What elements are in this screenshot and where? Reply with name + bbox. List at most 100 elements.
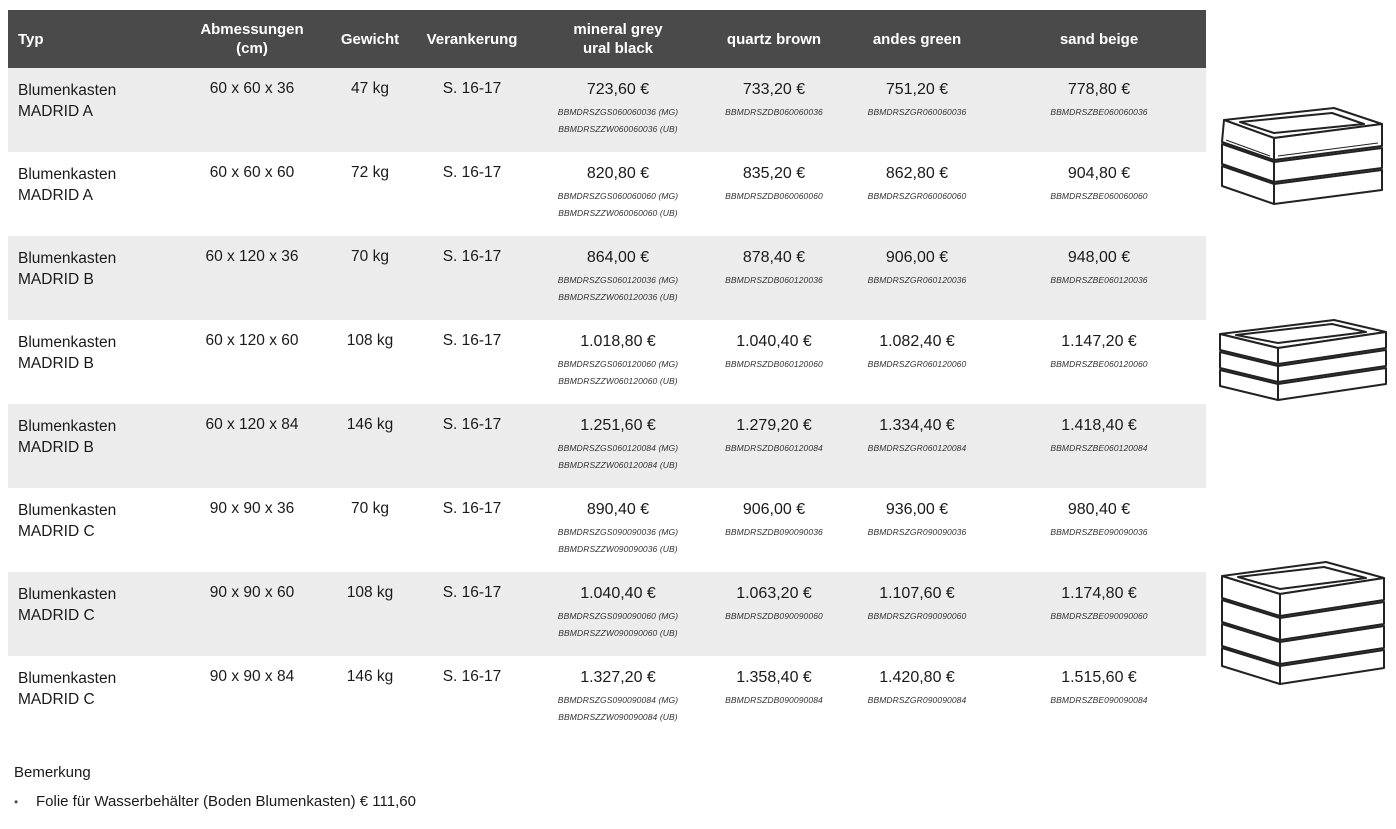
price-quartz-brown: 878,40 € <box>742 249 806 266</box>
price-sand-beige: 1.515,60 € <box>1061 669 1137 686</box>
cell-mineral-grey: 1.251,60 € BBMDRSZGS060120084 (MG) BBMDRSZ… <box>530 404 706 488</box>
price-andes-green: 862,80 € <box>885 165 949 182</box>
code-mineral-grey: BBMDRSZGS060120036 (MG) <box>557 275 679 285</box>
table-row: Blumenkasten MADRID B 60 x 120 x 36 70 kg S.… <box>8 236 1206 320</box>
product-illustrations <box>1214 100 1394 700</box>
cell-dimensions: 60 x 60 x 36 <box>178 68 326 152</box>
bullet-icon: • <box>14 794 19 809</box>
type-model: MADRID C <box>18 607 95 624</box>
cell-mineral-grey: 723,60 € BBMDRSZGS060060036 (MG) BBMDRSZZW… <box>530 68 706 152</box>
cell-mineral-grey: 864,00 € BBMDRSZGS060120036 (MG) BBMDRSZZW… <box>530 236 706 320</box>
cell-dimensions: 60 x 120 x 36 <box>178 236 326 320</box>
header-sand-beige: sand beige <box>992 10 1206 68</box>
code-quartz-brown: BBMDRSZDB060060060 <box>725 191 823 201</box>
code-mineral-grey: BBMDRSZGS090090060 (MG) <box>557 611 679 621</box>
code-mineral-grey: BBMDRSZGS090090084 (MG) <box>557 695 679 705</box>
cell-sand-beige: 948,00 € BBMDRSZBE060120036 <box>992 236 1206 320</box>
header-row: Typ Abmessungen (cm) Gewicht Verankerung … <box>8 10 1206 68</box>
cell-anchor: S. 16-17 <box>414 68 530 152</box>
cell-weight: 108 kg <box>326 320 414 404</box>
price-sand-beige: 980,40 € <box>1067 501 1131 518</box>
header-andes-green: andes green <box>842 10 992 68</box>
cell-sand-beige: 778,80 € BBMDRSZBE060060036 <box>992 68 1206 152</box>
table-row: Blumenkasten MADRID C 90 x 90 x 84 146 kg S.… <box>8 656 1206 740</box>
code-ural-black: BBMDRSZZW060120084 (UB) <box>558 460 678 470</box>
cell-quartz-brown: 1.040,40 € BBMDRSZDB060120060 <box>706 320 842 404</box>
code-ural-black: BBMDRSZZW060060060 (UB) <box>558 208 678 218</box>
code-ural-black: BBMDRSZZW090090036 (UB) <box>558 544 678 554</box>
anchor-value: S. 16-17 <box>442 584 502 601</box>
remarks-section: Bemerkung • Folie für Wasserbehälter (Bo… <box>14 764 416 810</box>
dimensions-value: 60 x 120 x 84 <box>205 416 299 433</box>
cell-andes-green: 1.334,40 € BBMDRSZGR060120084 <box>842 404 992 488</box>
code-ural-black: BBMDRSZZW060060036 (UB) <box>558 124 678 134</box>
code-ural-black: BBMDRSZZW060120060 (UB) <box>558 376 678 386</box>
weight-value: 108 kg <box>346 584 394 601</box>
price-quartz-brown: 1.040,40 € <box>736 333 812 350</box>
code-quartz-brown: BBMDRSZDB090090084 <box>725 695 823 705</box>
cell-typ: Blumenkasten MADRID B <box>8 320 178 404</box>
type-model: MADRID A <box>18 103 93 120</box>
cell-mineral-grey: 890,40 € BBMDRSZGS090090036 (MG) BBMDRSZZW… <box>530 488 706 572</box>
cell-typ: Blumenkasten MADRID B <box>8 404 178 488</box>
weight-value: 47 kg <box>351 80 389 97</box>
weight-value: 72 kg <box>351 164 389 181</box>
code-quartz-brown: BBMDRSZDB060120036 <box>725 275 823 285</box>
weight-value: 108 kg <box>346 332 394 349</box>
remarks-title: Bemerkung <box>14 764 91 781</box>
code-mineral-grey: BBMDRSZGS060120060 (MG) <box>557 359 679 369</box>
cell-weight: 70 kg <box>326 488 414 572</box>
cell-weight: 146 kg <box>326 656 414 740</box>
cell-weight: 146 kg <box>326 404 414 488</box>
header-abmessungen: Abmessungen (cm) <box>178 10 326 68</box>
cell-typ: Blumenkasten MADRID A <box>8 68 178 152</box>
type-name: Blumenkasten <box>18 250 117 267</box>
cell-quartz-brown: 906,00 € BBMDRSZDB090090036 <box>706 488 842 572</box>
dimensions-value: 60 x 120 x 36 <box>205 248 299 265</box>
cell-sand-beige: 904,80 € BBMDRSZBE060060060 <box>992 152 1206 236</box>
weight-value: 70 kg <box>351 500 389 517</box>
price-sand-beige: 778,80 € <box>1067 81 1131 98</box>
table-body: Blumenkasten MADRID A 60 x 60 x 36 47 kg S. … <box>8 68 1206 740</box>
dimensions-value: 90 x 90 x 60 <box>209 584 295 601</box>
header-mineral-grey: mineral grey ural black <box>530 10 706 68</box>
price-mineral-grey: 1.018,80 € <box>580 333 656 350</box>
dimensions-value: 60 x 60 x 60 <box>209 164 295 181</box>
dimensions-value: 60 x 60 x 36 <box>209 80 295 97</box>
dimensions-value: 90 x 90 x 84 <box>209 668 295 685</box>
price-mineral-grey: 864,00 € <box>586 249 650 266</box>
price-andes-green: 1.420,80 € <box>879 669 955 686</box>
planter-box-small-illustration <box>1221 107 1383 205</box>
price-quartz-brown: 1.358,40 € <box>736 669 812 686</box>
price-sand-beige: 1.418,40 € <box>1061 417 1137 434</box>
code-ural-black: BBMDRSZZW090090060 (UB) <box>558 628 678 638</box>
table-row: Blumenkasten MADRID A 60 x 60 x 60 72 kg S. … <box>8 152 1206 236</box>
planter-box-long-illustration <box>1219 319 1387 401</box>
cell-sand-beige: 1.515,60 € BBMDRSZBE090090084 <box>992 656 1206 740</box>
anchor-value: S. 16-17 <box>442 248 502 265</box>
cell-anchor: S. 16-17 <box>414 236 530 320</box>
code-mineral-grey: BBMDRSZGS060060060 (MG) <box>557 191 679 201</box>
cell-dimensions: 90 x 90 x 84 <box>178 656 326 740</box>
code-andes-green: BBMDRSZGR090090060 <box>867 611 967 621</box>
cell-andes-green: 862,80 € BBMDRSZGR060060060 <box>842 152 992 236</box>
price-quartz-brown: 733,20 € <box>742 81 806 98</box>
anchor-value: S. 16-17 <box>442 668 502 685</box>
table-header: Typ Abmessungen (cm) Gewicht Verankerung … <box>8 10 1206 68</box>
cell-anchor: S. 16-17 <box>414 152 530 236</box>
price-andes-green: 1.334,40 € <box>879 417 955 434</box>
code-quartz-brown: BBMDRSZDB060060036 <box>725 107 823 117</box>
type-name: Blumenkasten <box>18 334 117 351</box>
price-andes-green: 751,20 € <box>885 81 949 98</box>
price-mineral-grey: 1.327,20 € <box>580 669 656 686</box>
code-quartz-brown: BBMDRSZDB060120084 <box>725 443 823 453</box>
price-sand-beige: 948,00 € <box>1067 249 1131 266</box>
code-sand-beige: BBMDRSZBE090090036 <box>1050 527 1148 537</box>
cell-quartz-brown: 1.358,40 € BBMDRSZDB090090084 <box>706 656 842 740</box>
code-mineral-grey: BBMDRSZGS060120084 (MG) <box>557 443 679 453</box>
cell-andes-green: 1.107,60 € BBMDRSZGR090090060 <box>842 572 992 656</box>
dimensions-value: 90 x 90 x 36 <box>209 500 295 517</box>
type-name: Blumenkasten <box>18 418 117 435</box>
price-andes-green: 906,00 € <box>885 249 949 266</box>
cell-sand-beige: 1.174,80 € BBMDRSZBE090090060 <box>992 572 1206 656</box>
